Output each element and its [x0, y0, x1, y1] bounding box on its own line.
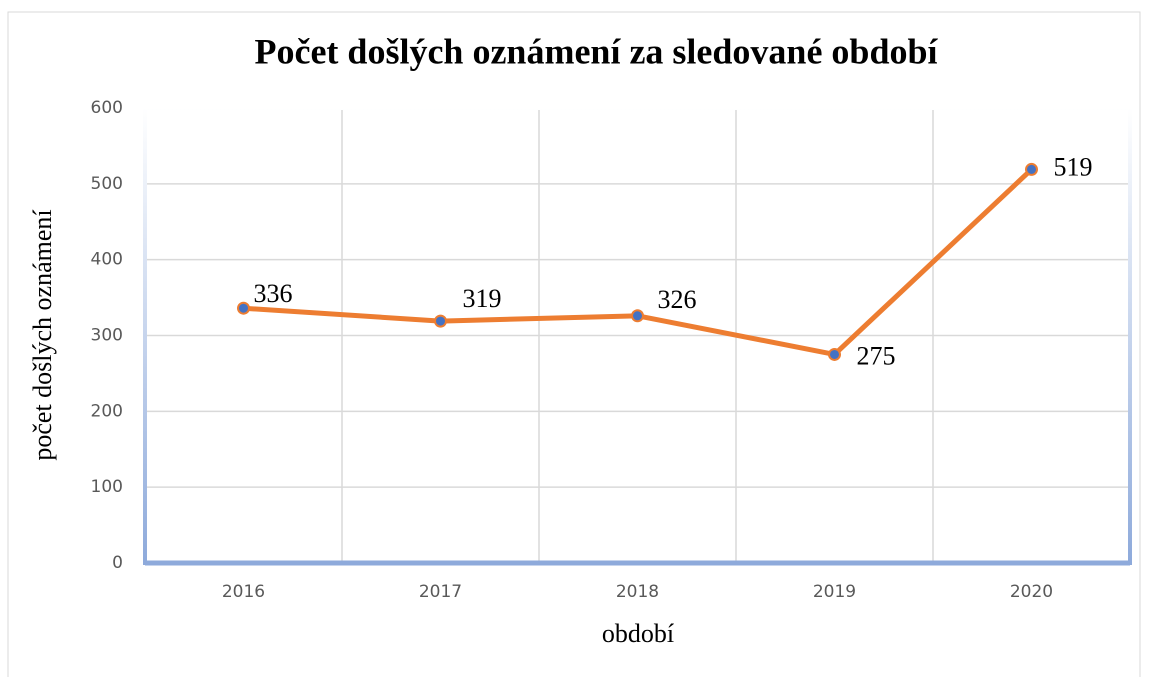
y-tick-label: 100: [91, 477, 123, 497]
y-axis-title: počet došlých oznámení: [28, 209, 57, 460]
x-tick-label: 2017: [419, 582, 462, 602]
marker: [434, 314, 447, 328]
x-tick-label: 2020: [1010, 582, 1053, 602]
marker: [631, 309, 644, 323]
marker: [1025, 162, 1038, 176]
y-tick-label: 500: [91, 174, 123, 194]
data-label: 519: [1054, 152, 1093, 181]
y-tick-label: 300: [91, 326, 123, 346]
x-axis-title: období: [602, 619, 674, 648]
y-tick-label: 400: [91, 250, 123, 270]
y-tick-label: 600: [91, 98, 123, 118]
data-label: 336: [254, 279, 293, 308]
x-tick-label: 2019: [813, 582, 856, 602]
line: [243, 167, 1034, 357]
y-tick-label: 0: [112, 553, 123, 573]
y-tick-label: 200: [91, 401, 123, 421]
marker: [828, 347, 841, 361]
marker: [237, 301, 250, 315]
data-label: 275: [857, 341, 896, 370]
chart-border: [7, 11, 1141, 677]
x-tick-label: 2016: [222, 582, 265, 602]
chart-title: Počet došlých oznámení za sledované obdo…: [254, 31, 938, 71]
data-label: 319: [463, 284, 502, 313]
x-tick-label: 2018: [616, 582, 659, 602]
data-label: 326: [658, 285, 697, 314]
